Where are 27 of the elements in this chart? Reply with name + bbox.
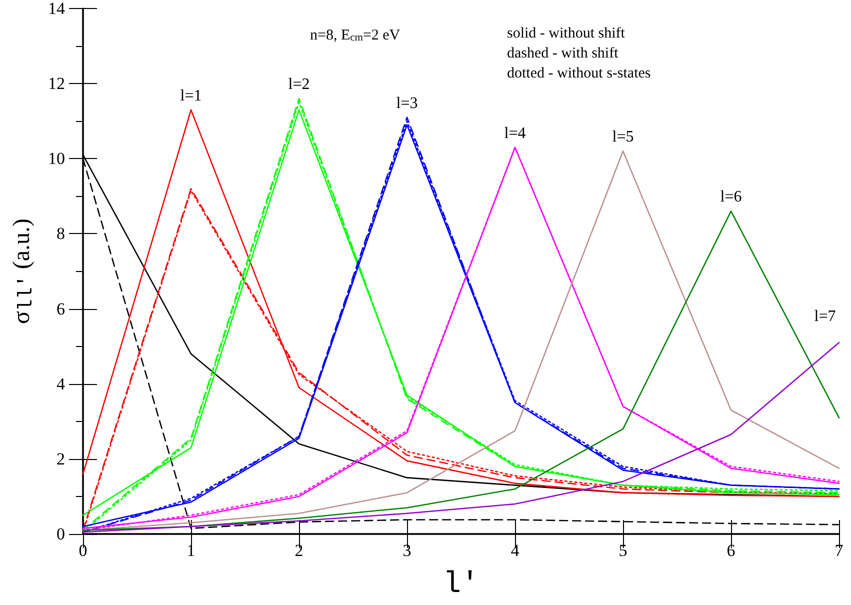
y-tick-label: 2 — [56, 449, 65, 468]
annotation: dashed - with shift — [507, 46, 620, 62]
x-tick-label: 4 — [510, 541, 520, 560]
y-tick-label: 12 — [48, 74, 65, 94]
x-tick-label: 2 — [294, 541, 304, 560]
annotation: l=1 — [180, 87, 202, 104]
x-tick-label: 6 — [726, 541, 736, 560]
x-tick-label: 3 — [402, 541, 412, 560]
annotation: l=5 — [612, 128, 634, 146]
annotation: n=8, Ecm=2 eV — [310, 28, 400, 44]
x-axis-title: l′ — [442, 568, 480, 602]
annotation: solid - without shift — [507, 26, 626, 42]
y-tick-label: 6 — [56, 299, 65, 318]
y-axis-title: σll′ (a.u.) — [9, 218, 39, 324]
y-tick-label: 0 — [56, 524, 65, 544]
annotation: l=3 — [396, 94, 418, 112]
annotation: dotted - without s-states — [507, 66, 651, 82]
annotation: l=7 — [814, 308, 836, 326]
annotation: l=2 — [288, 76, 310, 94]
y-tick-label: 8 — [56, 224, 65, 244]
y-tick-label: 4 — [56, 374, 66, 394]
annotation: l=6 — [720, 188, 742, 206]
y-tick-label: 10 — [48, 149, 65, 168]
y-tick-label: 14 — [48, 0, 66, 18]
x-tick-label: 5 — [618, 541, 628, 560]
x-tick-label: 0 — [78, 541, 88, 560]
annotation: l=4 — [504, 124, 526, 142]
